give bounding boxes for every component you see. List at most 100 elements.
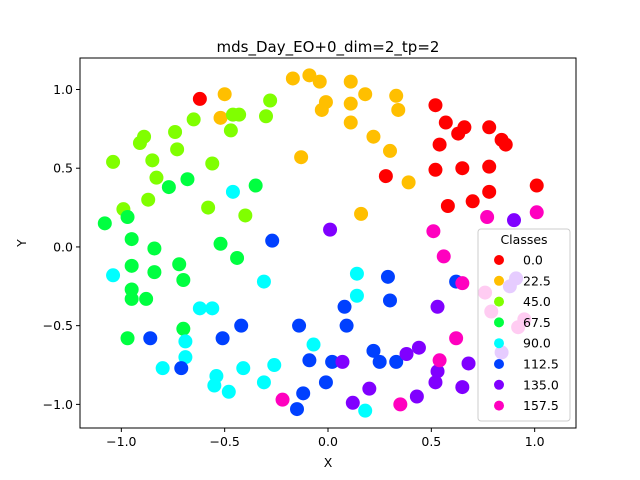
legend-marker (494, 255, 504, 265)
point-class-1-3 (302, 68, 317, 83)
point-class-1-2 (285, 71, 300, 86)
point-class-3-12 (176, 273, 191, 287)
point-class-1-7 (343, 74, 358, 89)
point-class-1-6 (314, 102, 329, 117)
point-class-1-9 (389, 88, 404, 103)
legend-label: 0.0 (523, 253, 543, 268)
y-ticks: −1.0 −0.5 0.0 0.5 1.0 (43, 82, 80, 412)
point-class-5-16 (296, 386, 311, 401)
point-class-3-1 (161, 180, 176, 195)
legend-marker (494, 275, 504, 286)
point-class-6-12 (335, 354, 350, 369)
point-class-6-15 (409, 389, 424, 404)
point-class-5-11 (380, 269, 395, 284)
point-class-3-7 (147, 241, 162, 256)
legend-entries: 0.0 22.5 45.0 67.5 90.0 112.5 135.0 157.5 (494, 253, 559, 413)
point-class-7-5 (455, 276, 470, 291)
point-class-6-4 (430, 299, 445, 314)
point-class-7-0 (275, 392, 290, 407)
point-class-3-11 (147, 265, 162, 280)
point-class-6-1 (507, 213, 521, 228)
point-class-3-4 (120, 210, 135, 225)
point-class-2-12 (106, 154, 121, 169)
point-class-3-2 (248, 178, 263, 193)
legend-marker (494, 296, 504, 307)
point-class-0-13 (440, 199, 455, 213)
point-class-1-13 (366, 129, 381, 144)
legend-marker (494, 317, 504, 328)
point-class-6-8 (430, 364, 445, 379)
point-class-2-10 (145, 153, 160, 168)
point-class-1-11 (391, 102, 406, 117)
point-class-5-13 (366, 343, 381, 358)
point-class-3-9 (124, 258, 139, 273)
point-class-1-8 (358, 87, 373, 102)
point-class-4-1 (106, 268, 121, 283)
legend-label: 90.0 (523, 336, 551, 351)
y-tick-label: −0.5 (43, 318, 73, 333)
y-axis-label: Y (14, 239, 29, 248)
point-class-0-16 (529, 178, 544, 193)
point-class-4-9 (267, 358, 282, 373)
point-class-0-1 (428, 98, 443, 113)
point-class-7-2 (436, 249, 451, 264)
point-class-1-17 (354, 206, 369, 221)
legend-marker (494, 338, 504, 349)
point-class-7-7 (449, 331, 464, 346)
x-tick-label: 1.0 (525, 434, 545, 449)
point-class-5-9 (337, 299, 352, 314)
point-class-4-3 (192, 301, 207, 316)
legend-marker (494, 400, 504, 411)
point-class-0-5 (432, 137, 447, 152)
point-class-4-11 (207, 378, 222, 393)
point-class-4-0 (225, 184, 240, 199)
point-class-3-15 (139, 291, 154, 306)
point-class-6-10 (461, 356, 476, 371)
x-axis-label: X (324, 455, 333, 470)
y-tick-label: −1.0 (43, 397, 73, 412)
point-class-4-2 (256, 274, 271, 289)
legend-label: 22.5 (523, 273, 551, 288)
point-class-4-12 (221, 384, 236, 399)
point-class-4-17 (358, 403, 373, 418)
point-class-4-5 (178, 334, 193, 349)
point-class-2-8 (168, 125, 183, 139)
point-class-3-8 (230, 250, 245, 265)
point-class-2-0 (186, 112, 201, 127)
point-class-5-5 (292, 318, 307, 333)
point-class-7-1 (426, 224, 441, 239)
legend-label: 157.5 (523, 398, 559, 413)
point-class-0-4 (457, 120, 472, 135)
point-class-4-13 (256, 375, 271, 390)
x-tick-label: −0.5 (209, 434, 239, 449)
point-class-0-2 (438, 115, 453, 130)
point-class-6-7 (428, 375, 443, 390)
point-class-2-3 (259, 109, 273, 124)
point-class-2-7 (132, 136, 147, 151)
point-class-2-2 (232, 107, 247, 122)
point-class-6-0 (323, 222, 338, 237)
legend-label: 67.5 (523, 315, 551, 330)
point-class-0-12 (378, 169, 393, 184)
legend-label: 112.5 (523, 357, 559, 372)
point-class-2-5 (223, 123, 238, 138)
point-class-6-6 (411, 340, 426, 355)
point-class-5-7 (325, 354, 340, 369)
point-class-0-6 (482, 120, 497, 135)
point-class-0-0 (192, 91, 207, 106)
point-class-1-14 (383, 143, 397, 158)
point-class-5-6 (302, 353, 317, 368)
point-class-5-3 (143, 331, 158, 346)
point-class-7-8 (432, 353, 447, 368)
point-class-2-16 (201, 200, 216, 215)
point-class-1-12 (343, 115, 358, 130)
x-tick-label: 0.0 (318, 434, 338, 449)
point-class-4-14 (306, 337, 321, 352)
point-class-5-15 (389, 354, 404, 369)
point-class-2-11 (205, 156, 220, 171)
point-class-7-3 (480, 210, 495, 225)
point-class-3-17 (120, 331, 135, 346)
point-class-0-10 (455, 161, 470, 176)
point-class-0-15 (482, 184, 497, 199)
